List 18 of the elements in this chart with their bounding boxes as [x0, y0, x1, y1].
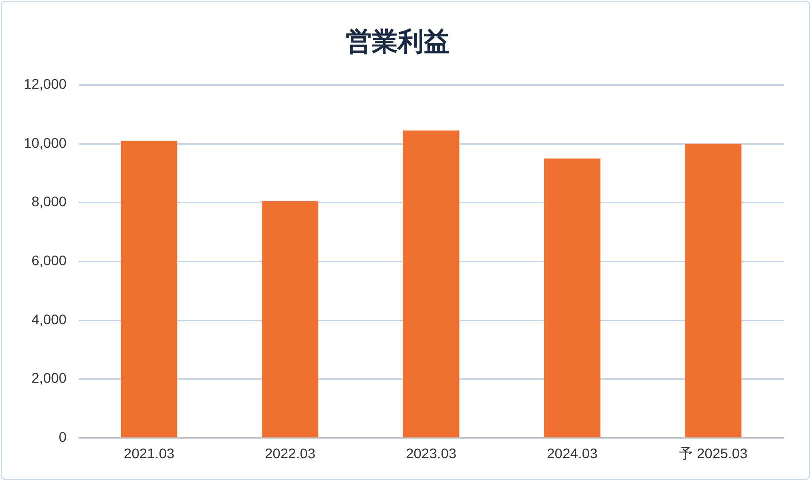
- x-tick-label: 2023.03: [406, 445, 457, 462]
- y-tick-label: 8,000: [32, 194, 68, 210]
- x-tick-label: 予 2025.03: [679, 445, 748, 462]
- chart-title: 営業利益: [346, 27, 450, 58]
- x-tick-label: 2021.03: [124, 445, 175, 462]
- x-tick-label: 2024.03: [547, 445, 598, 462]
- bar: [262, 201, 319, 438]
- y-tick-label: 6,000: [32, 252, 68, 269]
- bar: [403, 130, 460, 438]
- y-tick-label: 12,000: [24, 76, 68, 92]
- bar: [544, 158, 601, 438]
- bar: [121, 141, 178, 438]
- y-tick-label: 0: [59, 429, 68, 446]
- y-tick-label: 10,000: [24, 134, 68, 151]
- x-tick-label: 2022.03: [265, 445, 316, 462]
- y-tick-label: 4,000: [32, 311, 68, 328]
- bar: [685, 144, 742, 438]
- y-tick-label: 2,000: [32, 370, 68, 386]
